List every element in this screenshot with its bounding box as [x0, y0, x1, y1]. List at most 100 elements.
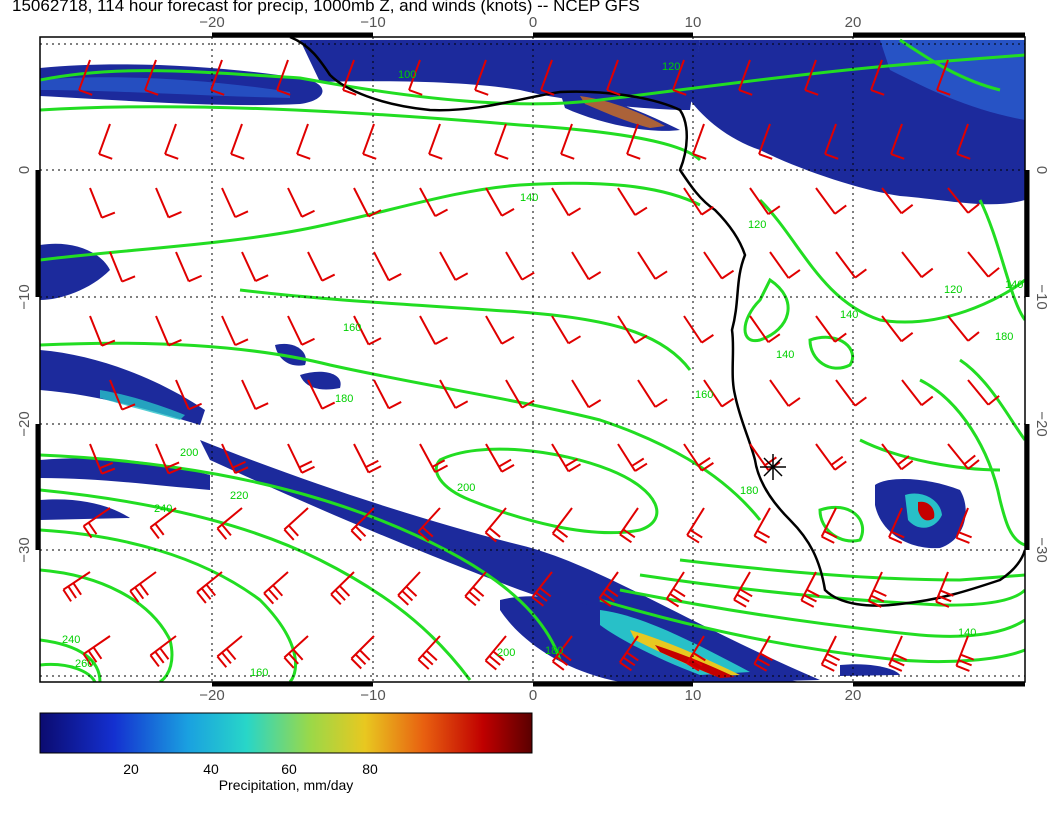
wind-barb — [82, 507, 111, 539]
wind-barb — [551, 635, 573, 671]
contour-label: 140 — [520, 192, 538, 204]
wind-barb — [419, 443, 449, 474]
wind-barb — [888, 635, 908, 672]
lat-tick-left: −20 — [16, 411, 33, 436]
wind-barb — [216, 507, 243, 540]
wind-barb — [263, 571, 289, 605]
wind-barb — [155, 443, 182, 475]
wind-barb — [947, 315, 980, 342]
wind-barb — [804, 59, 819, 96]
contour-label: 140 — [840, 309, 858, 321]
wind-barb — [362, 123, 377, 160]
contour-label: 200 — [180, 447, 198, 459]
location-marker — [760, 454, 786, 480]
wind-barb — [560, 123, 575, 160]
wind-barb — [109, 379, 136, 411]
wind-barb — [606, 59, 621, 96]
wind-barb — [484, 507, 507, 543]
wind-barbs — [62, 59, 1000, 672]
wind-barb — [494, 123, 509, 160]
wind-barb — [417, 507, 441, 542]
wind-barb — [815, 443, 847, 471]
wind-barb — [901, 251, 934, 278]
contour-label: 160 — [343, 322, 361, 334]
contour-label: 200 — [497, 647, 515, 659]
wind-barb — [867, 571, 887, 608]
wind-barb — [89, 315, 116, 347]
wind-barb — [82, 635, 111, 667]
wind-barb — [815, 187, 847, 215]
wind-barb — [283, 635, 309, 669]
lon-tick-bottom: 20 — [845, 687, 862, 704]
wind-barb — [89, 443, 116, 475]
wind-barb — [62, 571, 91, 602]
wind-barb — [89, 187, 116, 219]
contour-label: 180 — [740, 485, 758, 497]
wind-barb — [221, 315, 249, 347]
wind-barb — [686, 507, 705, 544]
wind-barb — [820, 635, 841, 672]
colorbar-tick: 40 — [203, 761, 219, 777]
wind-barb — [835, 251, 867, 279]
contour-label: 160 — [250, 667, 268, 679]
wind-barb — [155, 187, 182, 219]
wind-barb — [967, 251, 1000, 278]
wind-barb — [935, 571, 954, 608]
contour-label: 180 — [545, 645, 563, 657]
wind-barb — [464, 571, 487, 607]
wind-barb — [373, 251, 402, 282]
wind-barb — [439, 251, 469, 281]
wind-barb — [241, 379, 269, 410]
lon-tick-top: 20 — [845, 14, 862, 31]
wind-barb — [439, 379, 469, 409]
wind-barb — [683, 187, 714, 216]
wind-barb — [144, 59, 159, 96]
wind-barb — [769, 379, 801, 407]
wind-barb — [637, 379, 668, 408]
wind-barb — [815, 315, 847, 343]
map-title: 15062718, 114 hour forecast for precip, … — [12, 0, 640, 15]
wind-barb — [307, 251, 336, 282]
wind-barb — [753, 635, 773, 672]
contour-label: 120 — [748, 219, 766, 231]
wind-barb — [287, 443, 315, 474]
lon-tick-bottom: −10 — [360, 687, 385, 704]
contour-label: 260 — [75, 658, 93, 670]
wind-barb — [109, 251, 136, 283]
lon-tick-bottom: 0 — [529, 687, 537, 704]
lat-tick-right: −20 — [1033, 411, 1050, 436]
wind-barb — [210, 59, 225, 96]
wind-barb — [947, 443, 980, 470]
wind-barb — [307, 379, 336, 410]
wind-barb — [901, 379, 934, 406]
lat-tick-right: 0 — [1033, 166, 1050, 174]
wind-barb — [419, 187, 449, 218]
contour-label: 200 — [457, 482, 475, 494]
wind-barb — [881, 187, 914, 215]
lon-tick-bottom: −20 — [199, 687, 224, 704]
wind-barb — [551, 315, 582, 345]
colorbar-ticks: 20 40 60 80 — [123, 761, 378, 777]
lat-tick-left: 0 — [16, 166, 33, 174]
wind-barb — [484, 635, 507, 671]
wind-barb — [617, 443, 648, 472]
wind-barb — [474, 59, 489, 96]
wind-barb — [373, 379, 402, 410]
wind-barb — [947, 187, 980, 214]
wind-barb — [733, 571, 753, 608]
height-contours — [40, 38, 1025, 682]
wind-barb — [769, 251, 801, 279]
wind-barb — [175, 251, 203, 283]
wind-barb — [598, 571, 619, 608]
map-frame — [39, 36, 1026, 683]
wind-barb — [686, 635, 706, 672]
colorbar — [39, 712, 533, 754]
contour-labels: 100 120 120 120 140 140 140 140 140 160 160 180 180 1… — [62, 61, 1023, 679]
contour-label: 140 — [1005, 279, 1023, 291]
wind-barb — [485, 315, 515, 345]
wind-barb — [531, 571, 553, 607]
wind-barb — [98, 123, 113, 160]
wind-barb — [350, 635, 375, 670]
